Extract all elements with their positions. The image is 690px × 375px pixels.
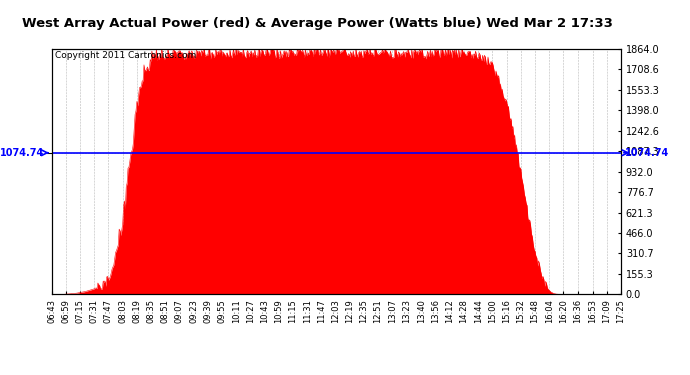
Text: 1074.74: 1074.74	[624, 148, 669, 158]
Text: 1074.74: 1074.74	[0, 148, 44, 158]
Text: Copyright 2011 Cartronics.com: Copyright 2011 Cartronics.com	[55, 51, 196, 60]
Text: West Array Actual Power (red) & Average Power (Watts blue) Wed Mar 2 17:33: West Array Actual Power (red) & Average …	[22, 17, 613, 30]
